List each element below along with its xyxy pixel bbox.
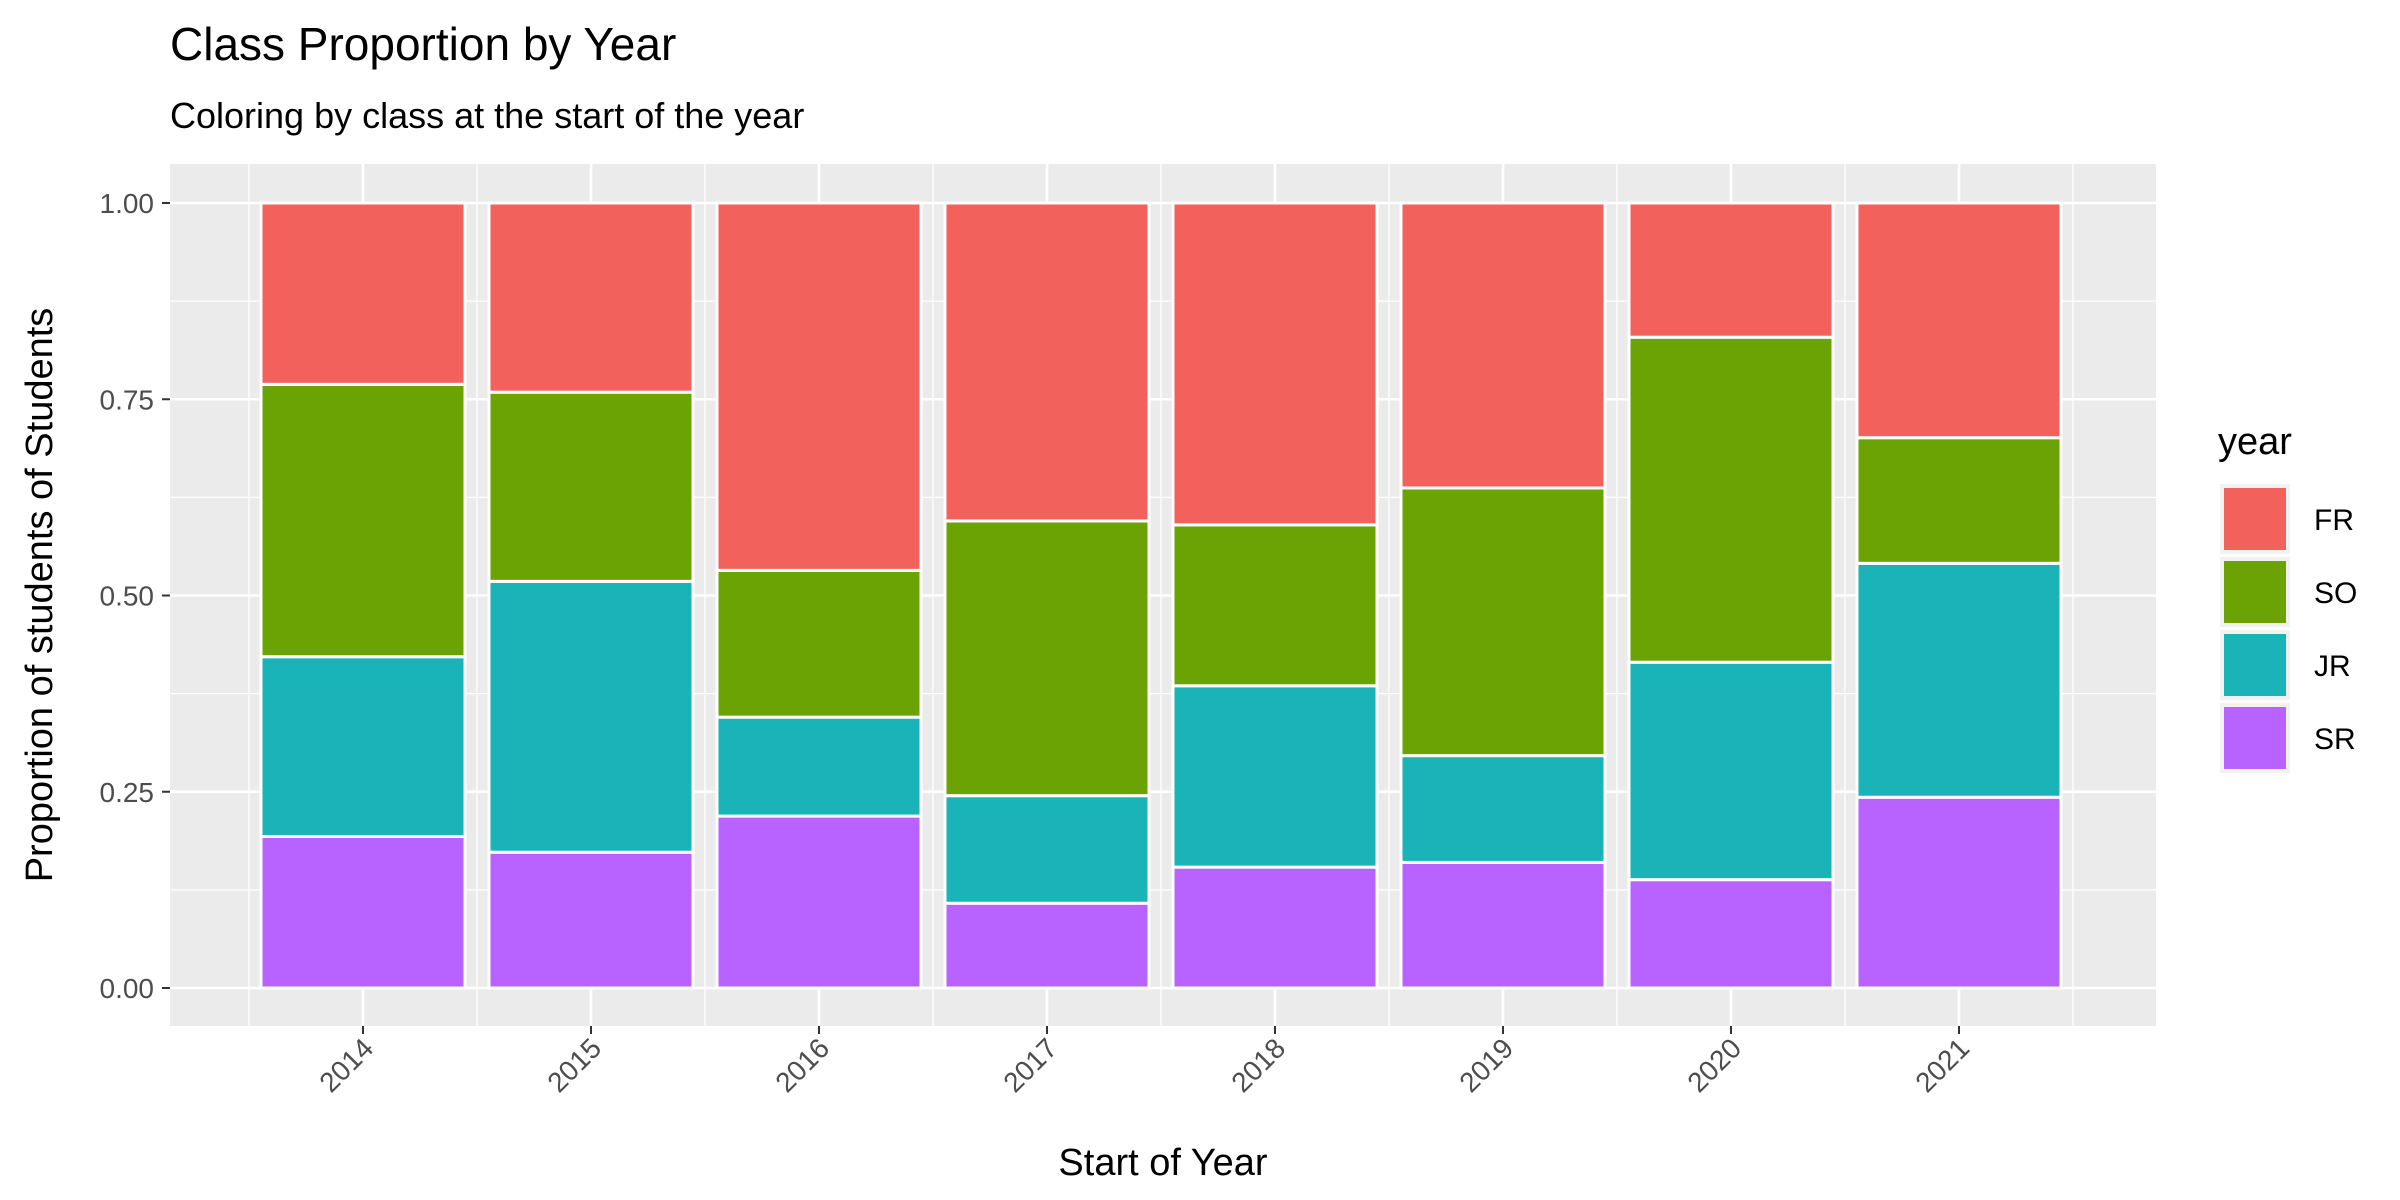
legend-label-fr: FR bbox=[2314, 504, 2354, 537]
legend-items: FR SO JR SR bbox=[2220, 484, 2357, 773]
bar-sr-2015 bbox=[487, 850, 695, 990]
bar-so-2021 bbox=[1855, 436, 2063, 565]
bar-fr-2017 bbox=[943, 201, 1151, 523]
bar-sr-2016 bbox=[715, 814, 923, 990]
bar-fr-2016 bbox=[715, 201, 923, 572]
bar-so-2016 bbox=[715, 568, 923, 719]
bar-jr-2021 bbox=[1855, 561, 2063, 799]
legend-swatch-so bbox=[2224, 561, 2286, 623]
bar-sr-2017 bbox=[943, 901, 1151, 990]
x-tick-label: 2021 bbox=[1909, 1032, 1975, 1098]
chart-subtitle: Coloring by class at the start of the ye… bbox=[170, 95, 804, 136]
bar-sr-2019 bbox=[1399, 860, 1607, 990]
bar-so-2018 bbox=[1171, 523, 1379, 688]
bar-fr-2014 bbox=[259, 201, 467, 386]
bar-so-2020 bbox=[1627, 335, 1835, 664]
legend-title: year bbox=[2218, 421, 2292, 463]
x-tick-label: 2015 bbox=[541, 1032, 607, 1098]
bar-so-2015 bbox=[487, 390, 695, 583]
bar-sr-2021 bbox=[1855, 795, 2063, 990]
x-axis-title: Start of Year bbox=[1058, 1142, 1267, 1184]
bar-sr-2018 bbox=[1171, 865, 1379, 990]
bar-jr-2015 bbox=[487, 579, 695, 854]
legend: year FR SO JR SR bbox=[2218, 421, 2357, 773]
x-tick-label: 2014 bbox=[313, 1032, 379, 1098]
bar-so-2017 bbox=[943, 519, 1151, 798]
bar-sr-2014 bbox=[259, 834, 467, 990]
bar-fr-2015 bbox=[487, 201, 695, 394]
bar-fr-2021 bbox=[1855, 201, 2063, 440]
bar-fr-2019 bbox=[1399, 201, 1607, 490]
y-tick-label: 0.50 bbox=[100, 581, 155, 612]
bar-sr-2020 bbox=[1627, 878, 1835, 990]
bar-jr-2019 bbox=[1399, 754, 1607, 864]
bar-so-2019 bbox=[1399, 486, 1607, 758]
bar-jr-2020 bbox=[1627, 660, 1835, 882]
x-axis: 2014 2015 2016 2017 2018 2019 2020 2021 bbox=[313, 1026, 1975, 1098]
x-tick-label: 2018 bbox=[1225, 1032, 1291, 1098]
y-axis: 0.00 0.25 0.50 0.75 1.00 bbox=[100, 188, 170, 1004]
bar-so-2014 bbox=[259, 382, 467, 659]
y-tick-label: 0.00 bbox=[100, 973, 155, 1004]
bar-jr-2014 bbox=[259, 655, 467, 838]
legend-swatch-jr bbox=[2224, 634, 2286, 696]
bar-jr-2017 bbox=[943, 794, 1151, 905]
legend-swatch-fr bbox=[2224, 488, 2286, 550]
x-tick-label: 2020 bbox=[1681, 1032, 1747, 1098]
y-tick-label: 0.25 bbox=[100, 777, 155, 808]
legend-swatch-sr bbox=[2224, 707, 2286, 769]
y-tick-label: 0.75 bbox=[100, 384, 155, 415]
y-axis-title: Proportion of students of Students bbox=[19, 308, 61, 883]
y-tick-label: 1.00 bbox=[100, 188, 155, 219]
bar-fr-2018 bbox=[1171, 201, 1379, 527]
legend-label-jr: JR bbox=[2314, 650, 2351, 683]
bar-jr-2016 bbox=[715, 715, 923, 818]
chart-title: Class Proportion by Year bbox=[170, 18, 676, 70]
x-tick-label: 2019 bbox=[1453, 1032, 1519, 1098]
x-tick-label: 2017 bbox=[997, 1032, 1063, 1098]
legend-label-so: SO bbox=[2314, 577, 2357, 610]
bar-fr-2020 bbox=[1627, 201, 1835, 339]
legend-label-sr: SR bbox=[2314, 723, 2356, 756]
bars bbox=[259, 201, 2063, 990]
x-tick-label: 2016 bbox=[769, 1032, 835, 1098]
bar-jr-2018 bbox=[1171, 684, 1379, 869]
